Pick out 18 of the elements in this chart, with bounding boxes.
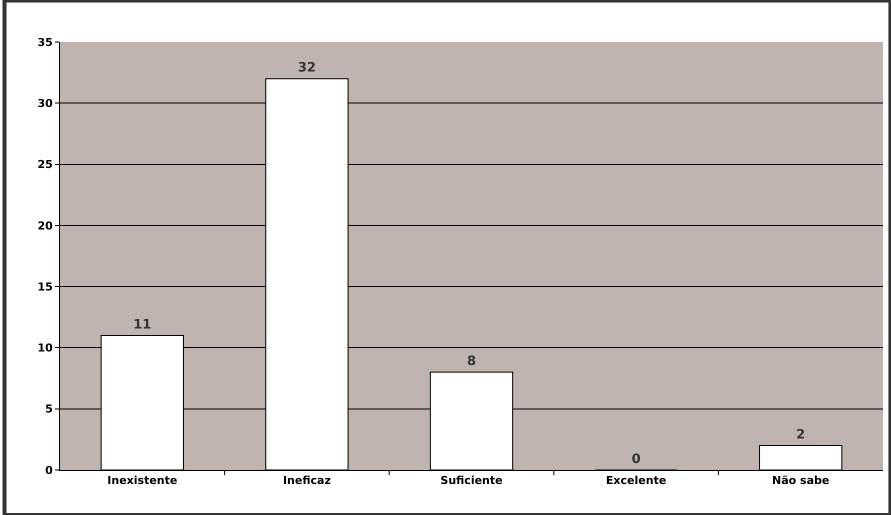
x-tick-label: Excelente <box>606 474 666 488</box>
x-tick-label: Ineficaz <box>282 474 331 488</box>
y-tick-label: 30 <box>37 96 54 110</box>
data-label: 2 <box>796 428 806 443</box>
data-label: 11 <box>133 317 152 332</box>
y-tick-label: 20 <box>37 219 54 232</box>
y-tick-label: 5 <box>45 402 53 416</box>
x-tick-label: Suficiente <box>440 474 503 488</box>
y-tick-label: 15 <box>37 280 53 294</box>
y-tick-label: 10 <box>37 342 54 355</box>
y-tick-label: 0 <box>45 464 54 477</box>
x-tick-label: Inexistente <box>107 474 178 488</box>
y-tick-label: 35 <box>37 36 53 49</box>
data-label: 8 <box>466 354 476 370</box>
x-tick-label: Não sabe <box>772 474 830 488</box>
data-label: 32 <box>298 60 316 76</box>
y-tick-label: 25 <box>37 158 53 172</box>
data-label: 0 <box>632 452 641 467</box>
